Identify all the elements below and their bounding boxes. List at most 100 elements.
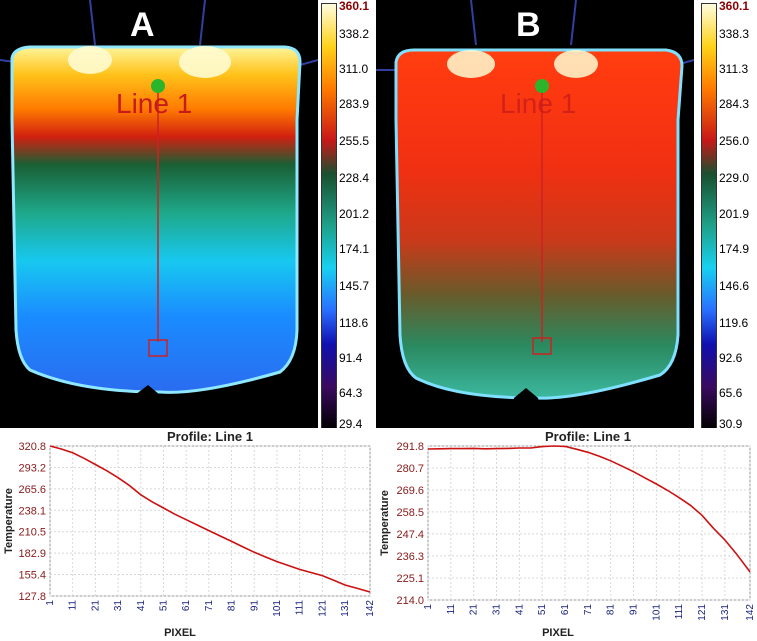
y-tick-label: 320.8 xyxy=(18,441,46,453)
y-tick-label: 236.3 xyxy=(396,551,424,563)
colorbar-b-tick: 92.6 xyxy=(719,351,743,365)
colorbar-a-tick: 311.0 xyxy=(339,62,369,76)
y-tick-label: 127.8 xyxy=(18,591,46,603)
profile-chart-b: Profile: Line 1 291.8 280.7 269.6 258.5 247.4… xyxy=(376,428,757,641)
y-tick-label: 214.0 xyxy=(396,595,424,607)
y-tick-label: 269.6 xyxy=(396,485,424,497)
plot-area xyxy=(427,445,751,601)
y-tick-label: 155.4 xyxy=(18,570,46,582)
y-tick-label: 210.5 xyxy=(18,527,46,539)
roi-end-marker-b xyxy=(532,337,552,355)
colorbar-b: 360.1 338.3 311.3 284.3 256.0 229.0 201.… xyxy=(698,0,757,430)
y-tick-label: 258.5 xyxy=(396,507,424,519)
x-tick-label: 131 xyxy=(720,604,731,621)
thermal-body-b xyxy=(394,48,684,400)
line-label-b: Line 1 xyxy=(500,88,577,119)
colorbar-a-tick: 338.2 xyxy=(339,27,370,41)
roi-start-marker-b xyxy=(535,79,549,93)
x-tick-label: 71 xyxy=(204,600,215,612)
colorbar-a-tick: 201.2 xyxy=(339,207,370,221)
y-tick-label: 265.6 xyxy=(18,484,46,496)
thermal-image-a: A Line 1 xyxy=(0,0,318,428)
x-tick-label: 61 xyxy=(560,604,571,616)
thermal-image-b: B Line 1 xyxy=(376,0,694,428)
x-tick-label: 101 xyxy=(651,604,662,621)
x-tick-label: 31 xyxy=(492,604,503,616)
profile-chart-a-svg: Profile: Line 1 320.8 293.2 265.6 238.1 210.5… xyxy=(3,429,376,639)
colorbar-a-tick: 118.6 xyxy=(339,316,369,330)
y-tick-label: 291.8 xyxy=(396,441,424,453)
colorbar-a-tick: 29.4 xyxy=(339,417,363,431)
colorbar-b-tick: 284.3 xyxy=(719,97,750,111)
x-tick-label: 121 xyxy=(317,600,328,617)
colorbar-b-max: 360.1 xyxy=(719,0,750,13)
x-tick-label: 71 xyxy=(583,604,594,616)
x-tick-label: 41 xyxy=(514,604,525,616)
colorbar-b-tick: 119.6 xyxy=(719,316,749,330)
profile-series-line xyxy=(427,445,751,573)
x-tick-label: 61 xyxy=(181,600,192,612)
profile-chart-b-svg: Profile: Line 1 291.8 280.7 269.6 258.5 247.4… xyxy=(379,429,756,639)
line-label-a: Line 1 xyxy=(116,88,193,119)
panel-letter-a: A xyxy=(130,6,155,44)
x-tick-label: 111 xyxy=(674,604,685,620)
colorbar-a-tick: 64.3 xyxy=(339,386,363,400)
colorbar-a-tick: 145.7 xyxy=(339,279,370,293)
x-tick-label: 51 xyxy=(537,604,548,616)
y-tick-label: 238.1 xyxy=(18,505,46,517)
colorbar-b-tick: 338.3 xyxy=(719,27,750,41)
x-tick-label: 51 xyxy=(158,600,169,612)
x-tick-label: 131 xyxy=(340,600,351,617)
panel-letter-b: B xyxy=(516,6,541,44)
colorbar-a-tick: 91.4 xyxy=(339,351,363,365)
x-tick-label: 11 xyxy=(446,604,457,615)
colorbar-a-tick: 228.4 xyxy=(339,171,370,185)
colorbar-b-tick: 201.9 xyxy=(719,207,750,221)
x-tick-label: 142 xyxy=(745,604,756,621)
thermal-body-a xyxy=(10,45,302,394)
colorbar-a: 360.1 338.2 311.0 283.9 255.5 228.4 201.… xyxy=(318,0,375,430)
y-tick-label: 182.9 xyxy=(18,548,46,560)
y-tick-label: 280.7 xyxy=(396,463,424,475)
x-tick-label: 21 xyxy=(90,600,101,612)
x-tick-label: 101 xyxy=(272,600,283,617)
x-tick-label: 1 xyxy=(423,604,434,610)
y-axis-label: Temperature xyxy=(3,488,15,554)
colorbar-b-tick: 146.6 xyxy=(719,279,750,293)
x-tick-label: 91 xyxy=(629,604,640,616)
y-axis-label: Temperature xyxy=(379,490,391,556)
colorbar-a-max: 360.1 xyxy=(339,0,370,13)
y-tick-label: 225.1 xyxy=(396,573,424,585)
x-tick-label: 91 xyxy=(249,600,260,612)
colorbar-b-tick: 174.9 xyxy=(719,242,750,256)
x-tick-label: 111 xyxy=(295,600,306,616)
profile-chart-a: Profile: Line 1 320.8 293.2 265.6 238.1 210.5… xyxy=(0,428,376,641)
x-tick-label: 31 xyxy=(113,600,124,612)
roi-start-marker-a xyxy=(151,79,165,93)
colorbar-b-tick: 311.3 xyxy=(719,62,749,76)
colorbar-b-tick: 229.0 xyxy=(719,171,750,185)
chart-title: Profile: Line 1 xyxy=(545,429,631,444)
y-tick-label: 293.2 xyxy=(18,462,46,474)
colorbar-b-tick: 256.0 xyxy=(719,134,750,148)
plot-area xyxy=(49,445,371,597)
x-tick-label: 1 xyxy=(45,600,56,606)
colorbar-a-tick: 255.5 xyxy=(339,134,370,148)
roi-end-marker-a xyxy=(148,339,168,357)
colorbar-a-tick: 283.9 xyxy=(339,97,370,111)
x-tick-label: 81 xyxy=(606,604,617,616)
chart-title: Profile: Line 1 xyxy=(167,429,253,444)
y-tick-label: 247.4 xyxy=(396,529,424,541)
x-tick-label: 41 xyxy=(136,600,147,612)
x-axis-label: PIXEL xyxy=(164,627,196,639)
x-axis-label: PIXEL xyxy=(542,627,574,639)
x-tick-label: 21 xyxy=(469,604,480,616)
x-tick-label: 11 xyxy=(68,600,79,611)
x-tick-label: 142 xyxy=(365,600,376,617)
profile-series-line xyxy=(49,445,371,593)
x-tick-label: 81 xyxy=(227,600,238,612)
x-tick-label: 121 xyxy=(697,604,708,621)
colorbar-b-tick: 30.9 xyxy=(719,417,743,431)
colorbar-b-tick: 65.6 xyxy=(719,386,743,400)
colorbar-a-tick: 174.1 xyxy=(339,242,370,256)
